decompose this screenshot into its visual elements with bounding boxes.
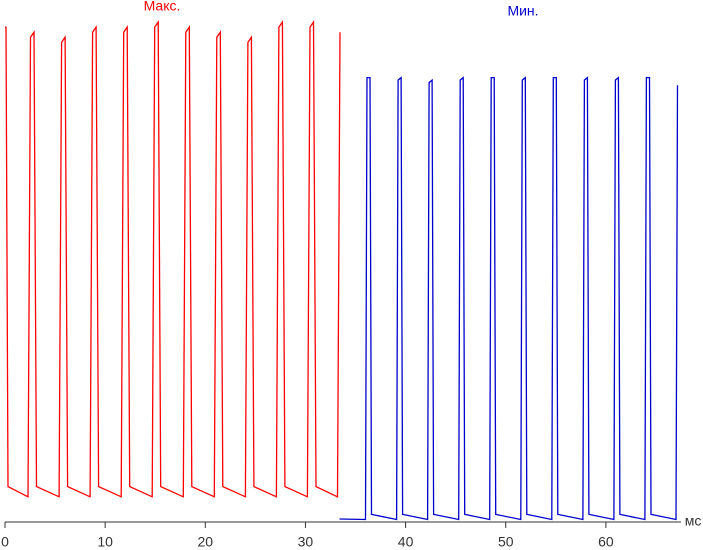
x-tick-label: 20: [198, 534, 214, 550]
series-line: [5, 20, 341, 498]
series-line: [339, 76, 679, 521]
x-tick-label: 10: [97, 534, 113, 550]
x-tick-label: 40: [398, 534, 414, 550]
x-tick-label: 60: [598, 534, 614, 550]
series-label: Мин.: [507, 3, 538, 19]
x-axis-label: мс: [685, 513, 702, 529]
x-tick-label: 30: [298, 534, 314, 550]
x-tick-label: 50: [498, 534, 514, 550]
series-label: Макс.: [144, 0, 181, 14]
x-tick-label: 0: [1, 534, 9, 550]
